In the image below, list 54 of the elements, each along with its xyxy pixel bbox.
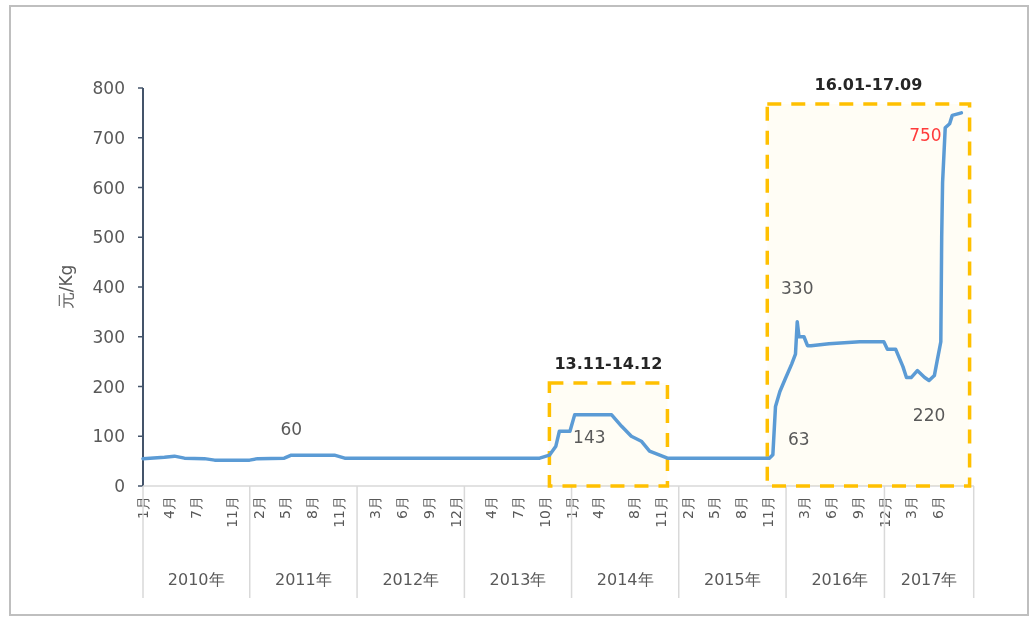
x-tick-label: 12月 <box>447 496 464 528</box>
y-tick-label: 100 <box>92 426 125 447</box>
annotation: 330 <box>781 277 814 298</box>
y-tick-label: 400 <box>92 277 125 297</box>
x-tick-label: 11月 <box>653 496 670 528</box>
x-tick-label: 4月 <box>590 496 607 519</box>
x-tick-label: 5月 <box>277 496 294 519</box>
x-tick-label: 8月 <box>304 496 321 519</box>
band-label: 16.01-17.09 <box>814 74 923 94</box>
y-axis-title: 元/Kg <box>56 264 76 310</box>
annotation: 60 <box>280 419 303 440</box>
x-tick-label: 3月 <box>366 496 383 519</box>
x-tick-label: 2月 <box>251 496 268 519</box>
x2-tick-label: 2017年 <box>900 570 958 589</box>
annotation: 143 <box>573 426 606 447</box>
x-tick-label: 7月 <box>509 496 526 519</box>
x2-tick-label: 2012年 <box>382 570 440 589</box>
x-tick-label: 11月 <box>224 496 241 528</box>
x-tick-label: 6月 <box>393 496 410 519</box>
x-tick-label: 8月 <box>626 496 643 519</box>
y-tick-label: 800 <box>92 78 125 98</box>
y-tick-label: 200 <box>92 376 125 397</box>
y-tick-label: 700 <box>92 127 125 148</box>
y-tick-label: 0 <box>114 476 125 496</box>
x-tick-label: 3月 <box>795 496 812 519</box>
x-tick-label: 2月 <box>680 496 697 519</box>
annotation: 63 <box>788 428 810 449</box>
x-tick-label: 6月 <box>823 496 839 519</box>
x2-tick-label: 2014年 <box>596 570 654 589</box>
x-tick-label: 4月 <box>483 496 500 519</box>
x-tick-label: 9月 <box>421 496 437 519</box>
x2-tick-label: 2011年 <box>274 570 332 589</box>
x2-tick-label: 2016年 <box>811 570 869 589</box>
annotation: 750 <box>909 124 942 145</box>
x2-tick-label: 2015年 <box>703 570 761 589</box>
x-tick-label: 9月 <box>850 496 867 519</box>
y-tick-label: 600 <box>92 177 125 198</box>
x-tick-label: 11月 <box>331 496 348 528</box>
x-tick-label: 8月 <box>733 496 750 519</box>
x-tick-label: 1月 <box>135 496 151 519</box>
x2-tick-label: 2010年 <box>167 570 225 589</box>
x-tick-label: 11月 <box>760 496 777 528</box>
x-tick-label: 7月 <box>188 496 205 519</box>
y-tick-label: 300 <box>92 326 125 347</box>
x-tick-label: 6月 <box>930 496 947 519</box>
x-tick-label: 5月 <box>706 496 723 519</box>
band-label: 13.11-14.12 <box>554 354 663 374</box>
x-tick-label: 4月 <box>161 496 178 519</box>
annotation: 220 <box>912 404 946 425</box>
x-tick-label: 3月 <box>903 496 920 519</box>
x-tick-label: 10月 <box>536 496 553 528</box>
line-series <box>141 111 964 462</box>
x2-tick-label: 2013年 <box>489 570 547 589</box>
y-tick-label: 500 <box>92 227 125 248</box>
